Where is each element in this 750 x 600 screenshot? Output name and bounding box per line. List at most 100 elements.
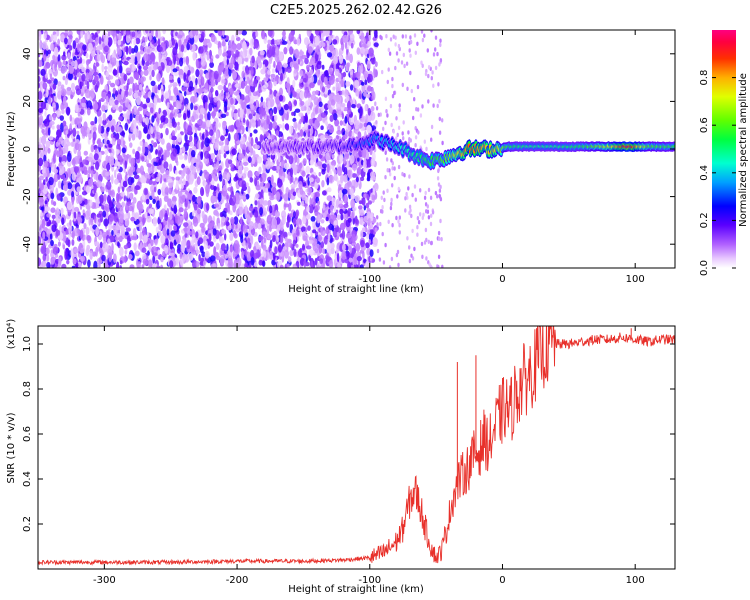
noise-speck: [205, 184, 210, 194]
noise-speck: [73, 166, 79, 173]
noise-speck: [310, 57, 316, 66]
noise-speck: [225, 220, 230, 227]
noise-speck: [157, 66, 163, 71]
noise-speck: [141, 144, 146, 155]
noise-speck: [274, 39, 278, 45]
noise-speck: [149, 75, 152, 81]
noise-speck: [217, 100, 221, 109]
noise-speck: [82, 44, 87, 51]
noise-speck: [135, 115, 140, 121]
noise-speck: [244, 212, 248, 219]
noise-speck: [245, 193, 250, 200]
noise-speck: [162, 37, 166, 42]
noise-speck: [42, 231, 46, 240]
noise-speck: [54, 61, 57, 72]
noise-speck: [250, 110, 255, 115]
noise-speck: [209, 241, 214, 247]
noise-speck: [117, 186, 121, 194]
noise-speck: [139, 50, 144, 55]
noise-speck: [174, 213, 178, 224]
noise-speck: [180, 44, 185, 53]
noise-speck: [155, 149, 158, 155]
noise-speck: [118, 116, 123, 121]
noise-speck: [119, 131, 126, 136]
noise-speck: [231, 148, 237, 156]
noise-speck: [340, 103, 346, 108]
noise-speck: [164, 187, 169, 195]
noise-speck: [359, 90, 362, 100]
noise-speck: [273, 106, 278, 115]
noise-speck: [107, 53, 111, 61]
noise-speck: [364, 79, 368, 86]
noise-speck: [150, 46, 155, 52]
noise-speck: [62, 161, 66, 166]
noise-speck: [300, 101, 305, 106]
noise-speck: [295, 228, 300, 236]
noise-speck: [155, 30, 158, 38]
noise-speck: [253, 252, 259, 259]
noise-speck: [296, 37, 301, 46]
noise-speck: [137, 146, 141, 152]
noise-speck: [241, 250, 245, 260]
noise-speck: [283, 47, 288, 55]
noise-speck: [370, 211, 374, 222]
noise-speck: [331, 154, 335, 159]
noise-speck: [212, 263, 217, 268]
noise-speck: [82, 159, 87, 165]
noise-speck: [317, 234, 323, 242]
noise-speck: [339, 120, 343, 126]
noise-speck: [142, 65, 149, 71]
noise-speck: [68, 30, 73, 37]
noise-speck: [38, 68, 41, 76]
noise-speck: [52, 246, 59, 255]
noise-speck: [207, 41, 212, 49]
noise-speck: [314, 248, 318, 254]
noise-speck: [172, 139, 176, 145]
noise-speck: [215, 130, 219, 141]
noise-speck: [152, 252, 158, 257]
noise-speck: [267, 69, 271, 75]
noise-speck: [250, 66, 254, 77]
noise-speck: [196, 208, 202, 215]
noise-speck: [333, 95, 339, 101]
noise-speck: [366, 86, 373, 92]
noise-speck: [89, 199, 93, 207]
noise-speck: [142, 258, 148, 266]
noise-speck: [267, 30, 273, 37]
noise-speck: [356, 47, 361, 55]
noise-speck: [123, 60, 129, 66]
noise-speck: [39, 143, 42, 151]
noise-speck: [112, 69, 118, 76]
noise-speck: [226, 194, 229, 200]
noise-speck: [230, 97, 234, 105]
noise-speck: [108, 114, 113, 121]
noise-speck: [159, 210, 164, 220]
noise-speck: [343, 157, 346, 165]
noise-speck: [240, 80, 245, 89]
noise-speck: [126, 201, 132, 206]
noise-speck: [343, 174, 348, 183]
noise-speck: [202, 39, 208, 46]
noise-speck: [171, 191, 176, 196]
noise-speck: [88, 70, 93, 81]
noise-speck: [241, 70, 245, 79]
noise-speck: [174, 108, 180, 114]
noise-speck: [183, 90, 187, 97]
noise-speck: [108, 148, 112, 153]
noise-speck: [345, 81, 351, 87]
noise-speck: [64, 78, 68, 86]
noise-speck: [262, 200, 269, 206]
noise-speck: [312, 229, 317, 234]
noise-speck: [184, 226, 188, 234]
noise-speck: [107, 238, 111, 245]
noise-speck: [46, 102, 49, 110]
noise-speck: [179, 251, 183, 260]
noise-speck: [243, 166, 249, 172]
noise-speck: [200, 141, 204, 150]
noise-speck: [69, 34, 73, 40]
noise-speck: [302, 182, 307, 187]
noise-speck: [185, 56, 190, 66]
noise-speck: [218, 174, 223, 182]
noise-speck: [373, 238, 378, 244]
noise-speck: [341, 89, 345, 96]
